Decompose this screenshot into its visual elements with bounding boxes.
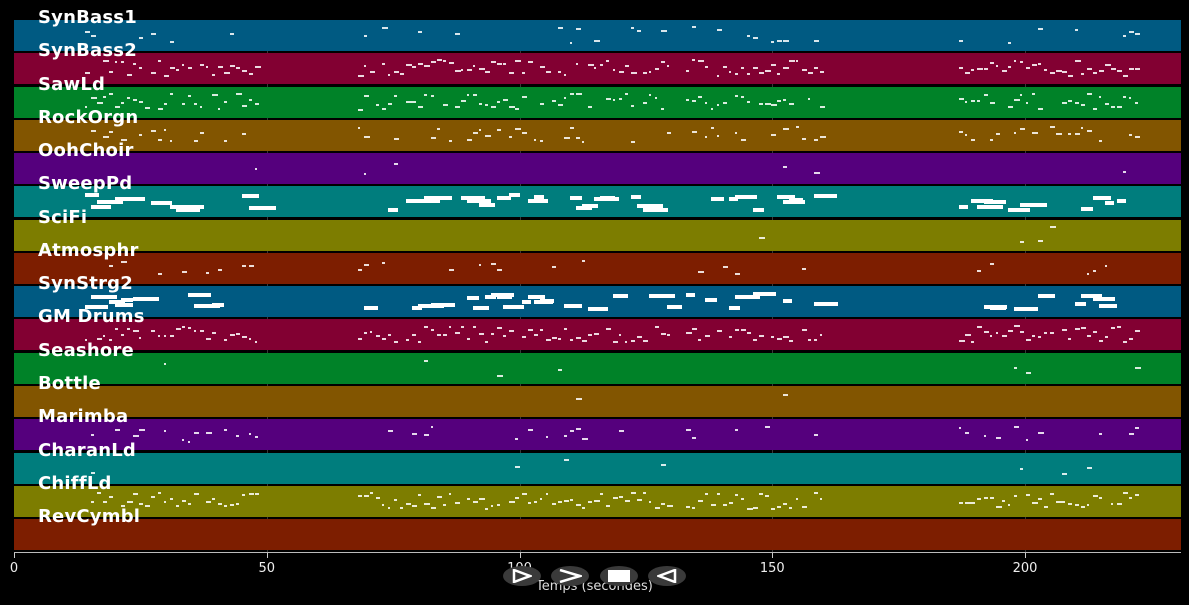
track-label: SweepPd <box>38 173 133 195</box>
track-row[interactable] <box>14 286 1181 318</box>
note-lane <box>14 386 1181 417</box>
track-row[interactable] <box>14 86 1181 118</box>
track-row[interactable] <box>14 452 1181 484</box>
grid-line <box>519 20 521 552</box>
note-lane <box>14 53 1181 84</box>
play-outline-icon <box>512 569 532 583</box>
track-label: Seashore <box>38 339 134 361</box>
note-lane <box>14 220 1181 251</box>
rewind-icon <box>657 569 677 583</box>
track-label: Atmosphr <box>38 239 139 261</box>
fast-forward-button[interactable] <box>551 566 589 586</box>
axis-tick-label: 0 <box>9 561 19 576</box>
note-lane <box>14 319 1181 350</box>
axis-tick <box>1025 553 1026 558</box>
note-lane <box>14 419 1181 450</box>
note-lane <box>14 253 1181 284</box>
grid-line <box>772 20 774 552</box>
note-lane <box>14 186 1181 217</box>
track-row[interactable] <box>14 519 1181 551</box>
note-lane <box>14 87 1181 118</box>
track-row[interactable] <box>14 352 1181 384</box>
grid-line <box>266 20 268 552</box>
track-label: Marimba <box>38 406 129 428</box>
note-lane <box>14 20 1181 51</box>
track-label: SynStrg2 <box>38 273 133 295</box>
note-lane <box>14 120 1181 151</box>
track-row[interactable] <box>14 319 1181 351</box>
track-label: Bottle <box>38 372 101 394</box>
axis-tick-label: 150 <box>759 561 785 576</box>
stop-icon <box>608 570 630 582</box>
track-label: SynBass1 <box>38 7 137 28</box>
play-button[interactable] <box>503 566 541 586</box>
axis-tick <box>519 553 521 558</box>
track-row[interactable] <box>14 485 1181 517</box>
track-row[interactable] <box>14 252 1181 284</box>
track-label: SawLd <box>38 73 106 95</box>
time-axis <box>14 552 1181 553</box>
note-lane <box>14 519 1181 550</box>
rewind-button[interactable] <box>648 566 686 586</box>
note-lane <box>14 353 1181 384</box>
track-label: GM Drums <box>38 306 145 328</box>
axis-tick-label: 200 <box>1012 561 1038 576</box>
track-label: RockOrgn <box>38 106 139 128</box>
track-row[interactable] <box>14 419 1181 451</box>
track-label: SciFi <box>38 206 88 228</box>
track-label: RevCymbl <box>38 506 141 528</box>
track-row[interactable] <box>14 119 1181 151</box>
axis-tick <box>266 553 268 558</box>
axis-tick <box>772 553 774 558</box>
track-row[interactable] <box>14 153 1181 185</box>
note-lane <box>14 153 1181 184</box>
note-lane <box>14 486 1181 517</box>
track-row[interactable] <box>14 385 1181 417</box>
axis-tick <box>14 553 15 558</box>
stop-button[interactable] <box>600 566 638 586</box>
track-label: CharanLd <box>38 439 136 461</box>
track-label: ChiffLd <box>38 472 112 494</box>
track-row[interactable] <box>14 20 1181 51</box>
track-label: OohChoir <box>38 140 134 162</box>
note-lane <box>14 453 1181 484</box>
track-row[interactable] <box>14 219 1181 251</box>
track-row[interactable] <box>14 53 1181 85</box>
axis-tick-label: 50 <box>258 561 276 576</box>
track-label: SynBass2 <box>38 40 137 62</box>
fast-forward-icon <box>559 569 582 583</box>
note-lane <box>14 286 1181 317</box>
grid-line <box>1025 20 1026 552</box>
track-row[interactable] <box>14 186 1181 218</box>
